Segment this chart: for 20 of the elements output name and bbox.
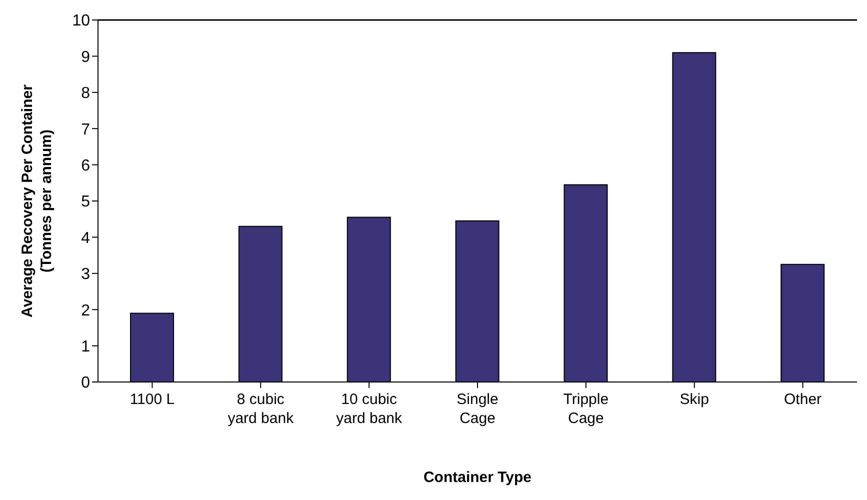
x-tick-label: 10 cubic yard bank xyxy=(336,391,403,427)
x-tick-label: 1100 L xyxy=(130,391,175,408)
y-tick-label: 1 xyxy=(81,338,90,356)
y-tick-label: 9 xyxy=(81,48,90,66)
x-tick-label: Skip xyxy=(680,391,709,408)
x-tick-label: Single Cage xyxy=(456,391,498,427)
y-tick-label: 0 xyxy=(81,374,90,392)
y-tick-label: 7 xyxy=(81,121,90,138)
x-tick-label: Tripple Cage xyxy=(563,391,609,427)
x-tick-label: Other xyxy=(784,391,822,408)
x-axis-title: Container Type xyxy=(423,469,532,486)
y-tick-label: 5 xyxy=(81,194,90,211)
y-tick-label: 10 xyxy=(72,12,90,30)
y-tick-label: 6 xyxy=(81,157,90,174)
y-tick-label: 2 xyxy=(81,302,90,320)
y-tick-label: 4 xyxy=(81,230,90,247)
y-tick-label: 8 xyxy=(81,85,90,102)
x-tick-label: 8 cubic yard bank xyxy=(228,391,294,427)
y-tick-label: 3 xyxy=(81,266,90,284)
y-axis-title: Average Recovery Per Container (Tonnes per annum) xyxy=(19,84,55,318)
